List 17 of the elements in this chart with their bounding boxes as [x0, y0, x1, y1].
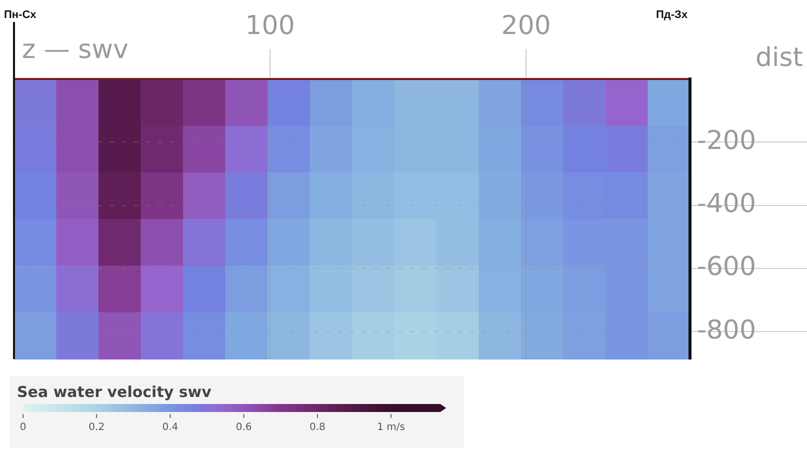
color-bar-label: 0.6 — [236, 422, 252, 433]
x-tick-label: 200 — [501, 11, 551, 42]
text: z — swv — [22, 35, 128, 65]
color-bar-label: 0.4 — [162, 422, 178, 433]
text: Пн-Сх — [4, 9, 38, 21]
x-axis-title: dist — [756, 43, 803, 73]
text: Пд-Зх — [656, 9, 688, 21]
color-bar-title: Sea water velocity swv — [17, 383, 212, 401]
color-bar-label: 0.8 — [309, 422, 326, 433]
x-tick-label: 100 — [245, 11, 295, 42]
y-tick-label: -200 — [697, 126, 756, 156]
color-bar-label: 0 — [20, 422, 26, 433]
y-tick-label: -600 — [697, 252, 756, 282]
y-tick-label: -800 — [697, 315, 756, 346]
y-tick-label: -400 — [697, 189, 756, 220]
color-bar-label: 0.2 — [88, 422, 105, 433]
color-bar-label: 1 m/s — [377, 422, 405, 433]
